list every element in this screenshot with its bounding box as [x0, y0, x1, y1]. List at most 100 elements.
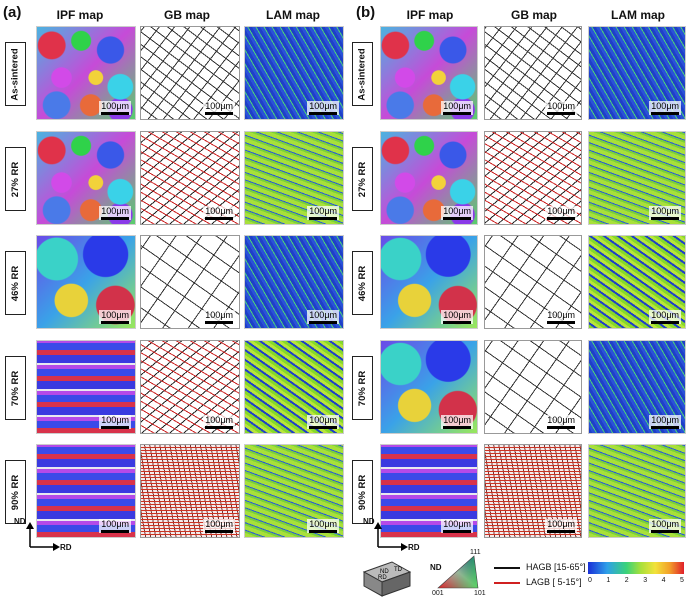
col-lam-a: LAM map: [266, 8, 320, 22]
scale-bar: 100μm: [307, 310, 339, 324]
scale-bar: 100μm: [441, 519, 473, 533]
col-lam-b: LAM map: [611, 8, 665, 22]
scale-bar-label: 100μm: [309, 101, 337, 111]
row-label-a-2: 46% RR: [5, 251, 26, 315]
lam-map-b-0: 100μm: [588, 26, 686, 120]
scale-bar-line: [547, 321, 575, 324]
scale-bar: 100μm: [441, 101, 473, 115]
ipf-map-a-0: 100μm: [36, 26, 136, 120]
scale-bar: 100μm: [307, 519, 339, 533]
lam-colorbar: [588, 562, 684, 574]
scale-bar-label: 100μm: [205, 101, 233, 111]
row-label-text: 90% RR: [357, 474, 368, 510]
scale-bar-line: [309, 530, 337, 533]
sample-triad-icon: ND TD RD: [362, 561, 412, 597]
row-label-b-4: 90% RR: [352, 460, 373, 524]
scale-bar-label: 100μm: [443, 101, 471, 111]
row-label-text: 90% RR: [10, 474, 21, 510]
gb-map-a-0: 100μm: [140, 26, 240, 120]
gb-map-a-3: 100μm: [140, 340, 240, 434]
axis-rd-label-b: RD: [408, 543, 420, 552]
scale-bar-label: 100μm: [443, 310, 471, 320]
lam-map-a-1: 100μm: [244, 131, 344, 225]
scale-bar: 100μm: [307, 206, 339, 220]
scale-bar-line: [547, 112, 575, 115]
scale-bar: 100μm: [203, 310, 235, 324]
scale-bar-label: 100μm: [309, 206, 337, 216]
scale-bar-label: 100μm: [443, 206, 471, 216]
scale-bar: 100μm: [649, 101, 681, 115]
scale-bar-label: 100μm: [205, 310, 233, 320]
scale-bar: 100μm: [99, 101, 131, 115]
scale-bar-line: [651, 530, 679, 533]
lam-tick-label: 5: [680, 577, 684, 584]
hagb-label: HAGB [15-65°]: [526, 562, 586, 572]
scale-bar: 100μm: [441, 415, 473, 429]
scale-bar-line: [309, 217, 337, 220]
scale-bar-line: [101, 530, 129, 533]
scale-bar-line: [101, 321, 129, 324]
scale-bar-line: [547, 426, 575, 429]
ipf-key-title: ND: [430, 563, 442, 572]
scale-bar-line: [205, 426, 233, 429]
scale-bar: 100μm: [649, 415, 681, 429]
lam-map-b-4: 100μm: [588, 444, 686, 538]
scale-bar-label: 100μm: [101, 206, 129, 216]
scale-bar-label: 100μm: [547, 101, 575, 111]
scale-bar-line: [443, 217, 471, 220]
row-label-a-3: 70% RR: [5, 356, 26, 420]
axis-arrows: [26, 522, 60, 551]
scale-bar: 100μm: [99, 519, 131, 533]
lam-map-b-3: 100μm: [588, 340, 686, 434]
ipf-key-001: 001: [432, 590, 444, 597]
axis-rd-label: RD: [60, 543, 72, 552]
ipf-map-b-2: 100μm: [380, 235, 478, 329]
row-label-a-4: 90% RR: [5, 460, 26, 524]
ipf-map-b-1: 100μm: [380, 131, 478, 225]
scale-bar: 100μm: [545, 415, 577, 429]
ipf-key-111: 111: [470, 549, 481, 556]
gb-map-b-2: 100μm: [484, 235, 582, 329]
scale-bar-label: 100μm: [651, 519, 679, 529]
scale-bar: 100μm: [649, 519, 681, 533]
scale-bar: 100μm: [203, 519, 235, 533]
row-label-b-0: As-sintered: [352, 42, 373, 106]
lam-tick-label: 4: [661, 577, 666, 584]
ipf-triangle-key: [437, 555, 479, 589]
scale-bar-line: [205, 321, 233, 324]
scale-bar: 100μm: [545, 519, 577, 533]
lam-tick-label: 1: [606, 577, 611, 584]
scale-bar-label: 100μm: [309, 310, 337, 320]
scale-bar-label: 100μm: [309, 415, 337, 425]
scale-bar: 100μm: [307, 101, 339, 115]
scale-bar-label: 100μm: [547, 519, 575, 529]
row-label-b-3: 70% RR: [352, 356, 373, 420]
scale-bar-line: [101, 217, 129, 220]
scale-bar: 100μm: [203, 206, 235, 220]
scale-bar: 100μm: [545, 206, 577, 220]
lam-tick-label: 3: [643, 577, 648, 584]
scale-bar-label: 100μm: [101, 415, 129, 425]
scale-bar-line: [547, 217, 575, 220]
col-ipf-b: IPF map: [406, 8, 454, 22]
scale-bar: 100μm: [649, 310, 681, 324]
lam-map-a-0: 100μm: [244, 26, 344, 120]
axis-arrows-b: [374, 522, 408, 551]
lam-tick-label: 0: [588, 577, 592, 584]
scale-bar-line: [651, 426, 679, 429]
scale-bar-label: 100μm: [651, 415, 679, 425]
scale-bar: 100μm: [99, 310, 131, 324]
scale-bar-line: [101, 112, 129, 115]
triad-td: TD: [394, 567, 403, 573]
scale-bar-line: [651, 112, 679, 115]
lagb-label: LAGB [ 5-15°]: [526, 577, 582, 587]
scale-bar: 100μm: [307, 415, 339, 429]
ipf-map-b-3: 100μm: [380, 340, 478, 434]
ipf-key-101: 101: [474, 590, 486, 597]
col-gb-b: GB map: [510, 8, 557, 22]
scale-bar-label: 100μm: [547, 415, 575, 425]
scale-bar-line: [205, 112, 233, 115]
scale-bar: 100μm: [649, 206, 681, 220]
col-gb-a: GB map: [163, 8, 210, 22]
ipf-map-a-2: 100μm: [36, 235, 136, 329]
